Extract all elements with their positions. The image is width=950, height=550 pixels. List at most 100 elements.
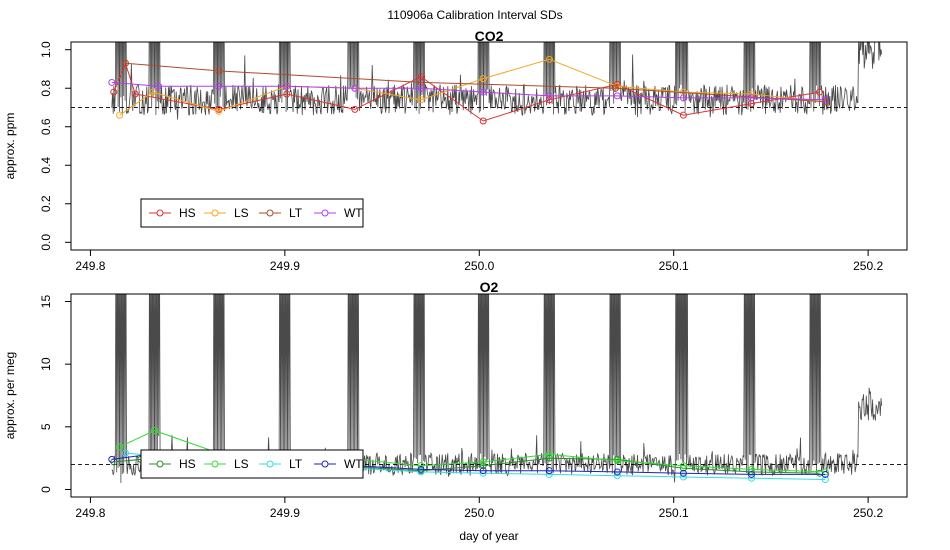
legend-label-hs: HS [179, 206, 196, 220]
data-point-wt [417, 465, 425, 473]
data-point-wt [108, 455, 116, 463]
y-tick-label: 0.2 [39, 195, 53, 212]
y-tick-label: 1.0 [39, 41, 53, 58]
data-point-wt [545, 92, 553, 100]
legend-marker-wt [321, 209, 329, 217]
data-point-ls [479, 75, 487, 83]
x-tick-label: 250.2 [853, 506, 883, 520]
legend-marker-hs [156, 460, 164, 468]
data-point-wt [747, 94, 755, 102]
data-point-wt [154, 82, 162, 90]
plot-frame [70, 293, 908, 498]
data-point-lt [479, 469, 487, 477]
raw-trace-line [111, 294, 883, 483]
legend-marker-ls [211, 209, 219, 217]
y-tick-label: 15 [39, 295, 53, 309]
chart-o2: O2 approx. per meg day of year 249.8 249.9 25… [3, 279, 908, 543]
legend-label-ls: LS [234, 457, 249, 471]
x-tick-label: 249.8 [75, 259, 105, 273]
y-tick-label: 10 [39, 357, 53, 371]
data-point-ls [417, 96, 425, 104]
y-axis: 0 5 10 15 [39, 295, 71, 493]
data-point-wt [613, 92, 621, 100]
data-point-hs [351, 105, 359, 113]
x-tick-label: 250.1 [659, 259, 689, 273]
data-point-wt [351, 84, 359, 92]
data-point-lt [611, 84, 619, 92]
x-tick-label: 250.1 [659, 506, 689, 520]
x-tick-label: 249.8 [75, 506, 105, 520]
legend-marker-lt [266, 460, 274, 468]
data-point-ls [821, 468, 829, 476]
series-line-wt [111, 81, 826, 101]
series-hs [110, 59, 824, 125]
data-point-ls [747, 465, 755, 473]
data-point-lt [821, 98, 829, 106]
data-point-wt [479, 467, 487, 475]
x-tick-label: 249.9 [270, 259, 300, 273]
data-point-ls [545, 55, 553, 63]
data-point-ls [479, 458, 487, 466]
data-point-ls [215, 107, 223, 115]
data-point-hs [283, 90, 291, 98]
data-point-lt [747, 474, 755, 482]
y-tick-label: 0.8 [39, 80, 53, 97]
data-point-hs [479, 462, 487, 470]
plot-frame [70, 41, 908, 251]
data-point-lt [121, 59, 129, 67]
y-tick-label: 0.6 [39, 118, 53, 135]
data-point-hs [215, 105, 223, 113]
legend-marker-wt [321, 460, 329, 468]
data-point-hs [131, 90, 139, 98]
legend-label-ls: LS [234, 206, 249, 220]
data-point-wt [545, 467, 553, 475]
data-point-wt [821, 96, 829, 104]
legend: HS LS LT WT [140, 449, 364, 479]
data-point-hs [613, 80, 621, 88]
legend-marker-ls [211, 460, 219, 468]
data-point-hs [816, 88, 824, 96]
legend-marker-hs [156, 209, 164, 217]
legend-marker-lt [266, 209, 274, 217]
data-point-ls [545, 450, 553, 458]
series-line-ls [119, 58, 826, 116]
data-point-ls [149, 88, 157, 96]
data-point-ls [613, 82, 621, 90]
series-line-ls [119, 430, 826, 473]
data-point-hs [545, 454, 553, 462]
legend-label-lt: LT [289, 457, 303, 471]
legend-label-lt: LT [289, 206, 303, 220]
x-axis: 249.8 249.9 250.0 250.1 250.2 [75, 250, 883, 273]
data-point-hs [679, 464, 687, 472]
y-axis-label: approx. ppm [3, 113, 17, 180]
data-point-ls [679, 462, 687, 470]
data-point-hs [479, 117, 487, 125]
chart-title: O2 [480, 279, 499, 295]
series-wt [108, 78, 829, 104]
data-point-hs [545, 96, 553, 104]
chart-co2: CO2 approx. ppm 249.8 249.9 250.0 250.1 250.2 0… [3, 28, 908, 273]
legend-label-wt: WT [344, 206, 363, 220]
data-point-ls [116, 443, 124, 451]
x-tick-label: 250.0 [464, 259, 494, 273]
data-point-wt [283, 82, 291, 90]
data-point-lt [679, 473, 687, 481]
data-point-wt [417, 84, 425, 92]
legend-label-wt: WT [344, 457, 363, 471]
data-point-wt [679, 94, 687, 102]
series-ls [116, 427, 829, 476]
data-point-ls [613, 457, 621, 465]
data-point-lt [215, 67, 223, 75]
data-point-wt [613, 468, 621, 476]
data-point-lt [545, 470, 553, 478]
data-point-wt [747, 470, 755, 478]
series-line-lt [125, 62, 826, 103]
y-tick-label: 0.0 [39, 234, 53, 251]
data-point-wt [108, 78, 116, 86]
page-title: 110906a Calibration Interval SDs [387, 8, 562, 22]
y-tick-label: 0 [39, 486, 53, 493]
x-axis: 249.8 249.9 250.0 250.1 250.2 [75, 497, 883, 520]
chart-title: CO2 [475, 28, 504, 44]
data-point-ls [151, 427, 159, 435]
data-point-hs [110, 88, 118, 96]
